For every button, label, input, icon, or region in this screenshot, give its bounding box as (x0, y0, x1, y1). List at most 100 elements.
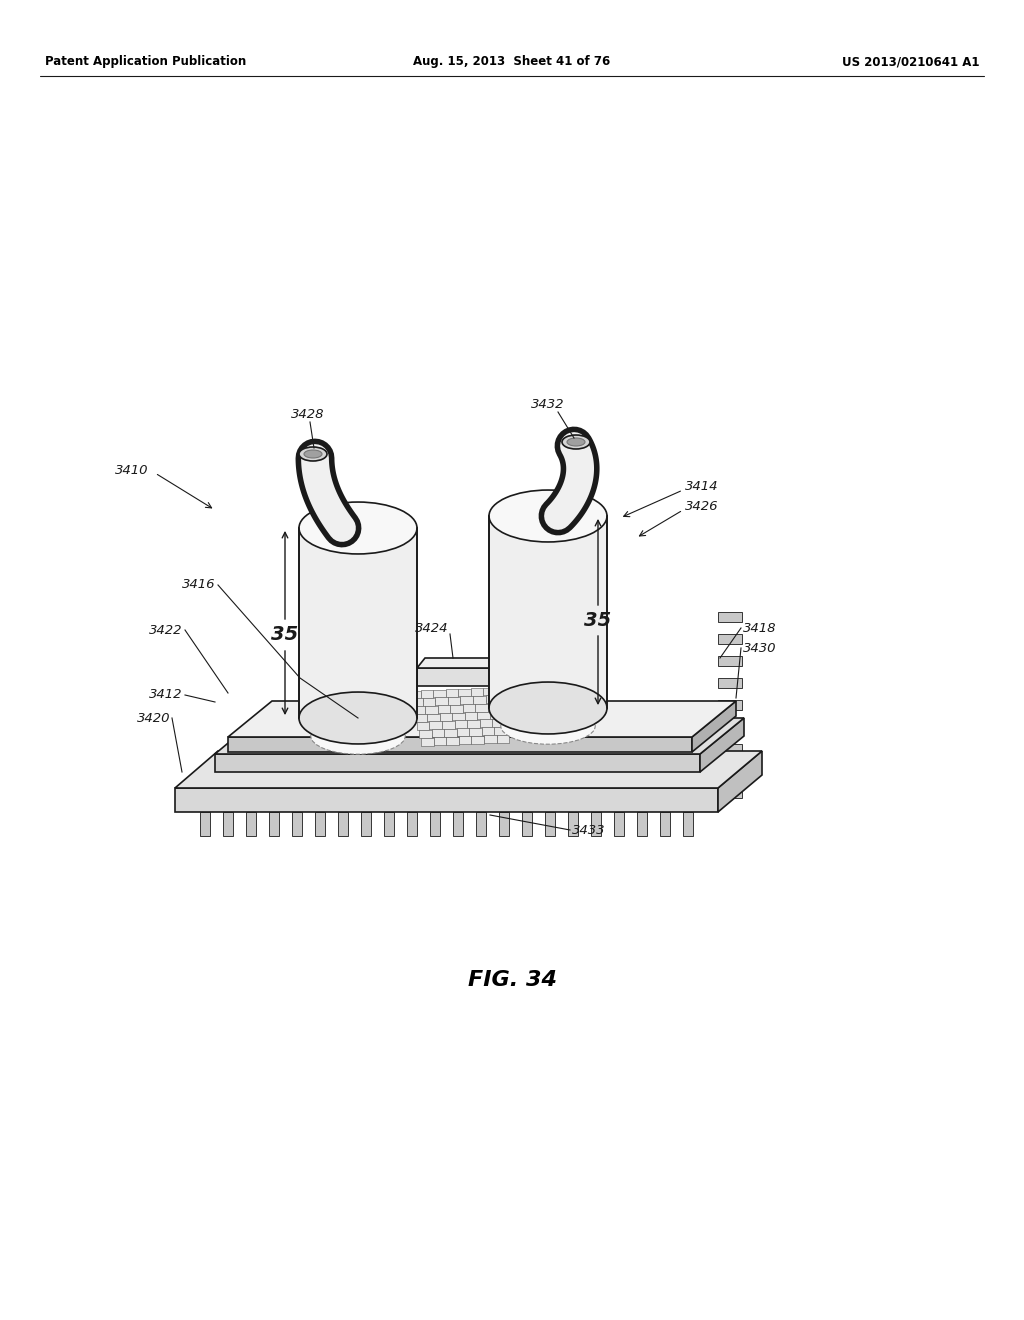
Text: 3412: 3412 (148, 689, 182, 701)
Polygon shape (495, 727, 507, 735)
Polygon shape (637, 812, 647, 836)
Polygon shape (591, 812, 601, 836)
Polygon shape (453, 812, 463, 836)
Text: 3424: 3424 (416, 622, 449, 635)
Polygon shape (467, 719, 479, 727)
Polygon shape (459, 689, 471, 697)
Ellipse shape (562, 436, 590, 449)
Ellipse shape (489, 490, 607, 543)
Polygon shape (175, 751, 762, 788)
Text: 3433: 3433 (572, 824, 605, 837)
Polygon shape (338, 812, 348, 836)
Polygon shape (568, 812, 578, 836)
Polygon shape (246, 812, 256, 836)
Polygon shape (415, 714, 427, 722)
Polygon shape (499, 812, 509, 836)
Polygon shape (215, 754, 700, 772)
Polygon shape (421, 738, 434, 746)
Polygon shape (482, 727, 495, 735)
Polygon shape (175, 788, 718, 812)
Polygon shape (223, 812, 233, 836)
Polygon shape (692, 701, 736, 752)
Polygon shape (413, 706, 425, 714)
Polygon shape (489, 516, 607, 708)
Polygon shape (484, 735, 497, 743)
Polygon shape (427, 714, 439, 722)
Text: 35: 35 (585, 610, 611, 630)
Polygon shape (437, 705, 451, 713)
Polygon shape (718, 612, 742, 622)
Polygon shape (446, 737, 459, 744)
Polygon shape (487, 704, 501, 711)
Polygon shape (718, 678, 742, 688)
Polygon shape (718, 744, 742, 754)
Polygon shape (430, 812, 440, 836)
Polygon shape (463, 704, 475, 711)
Polygon shape (465, 711, 477, 719)
Polygon shape (497, 735, 509, 742)
Polygon shape (444, 729, 457, 737)
Polygon shape (429, 722, 442, 729)
Polygon shape (228, 737, 692, 752)
Text: 3410: 3410 (115, 463, 148, 477)
Polygon shape (451, 705, 463, 713)
Polygon shape (660, 812, 670, 836)
Text: 3422: 3422 (148, 623, 182, 636)
Ellipse shape (299, 692, 417, 744)
Polygon shape (299, 528, 417, 718)
Polygon shape (215, 718, 744, 754)
Text: 3418: 3418 (743, 622, 776, 635)
Polygon shape (459, 737, 471, 744)
Text: FIG. 34: FIG. 34 (468, 970, 556, 990)
Polygon shape (455, 721, 467, 729)
Polygon shape (361, 812, 371, 836)
Polygon shape (471, 735, 484, 743)
Text: Patent Application Publication: Patent Application Publication (45, 55, 246, 69)
Polygon shape (425, 706, 437, 714)
Polygon shape (700, 718, 744, 772)
Polygon shape (479, 719, 493, 727)
Ellipse shape (489, 682, 607, 734)
Ellipse shape (501, 708, 595, 744)
Polygon shape (445, 689, 459, 697)
Polygon shape (471, 688, 483, 696)
Ellipse shape (489, 682, 607, 734)
Polygon shape (545, 812, 555, 836)
Text: 3428: 3428 (291, 408, 325, 421)
Polygon shape (614, 812, 624, 836)
Polygon shape (493, 719, 505, 727)
Text: 3414: 3414 (685, 479, 719, 492)
Polygon shape (483, 688, 496, 696)
Ellipse shape (311, 718, 406, 754)
Polygon shape (475, 704, 487, 711)
Polygon shape (442, 721, 455, 729)
Polygon shape (433, 689, 445, 697)
Ellipse shape (299, 692, 417, 744)
Polygon shape (683, 812, 693, 836)
Polygon shape (718, 766, 742, 776)
Polygon shape (476, 812, 486, 836)
Polygon shape (435, 697, 447, 705)
Polygon shape (522, 812, 532, 836)
Polygon shape (417, 657, 498, 668)
Polygon shape (431, 729, 444, 737)
Polygon shape (292, 812, 302, 836)
Polygon shape (423, 698, 435, 706)
Text: US 2013/0210641 A1: US 2013/0210641 A1 (843, 55, 980, 69)
Polygon shape (718, 656, 742, 667)
Polygon shape (315, 812, 325, 836)
Polygon shape (490, 711, 503, 719)
Polygon shape (384, 812, 394, 836)
Polygon shape (718, 634, 742, 644)
Polygon shape (200, 812, 210, 836)
Polygon shape (417, 722, 429, 730)
Polygon shape (477, 711, 490, 719)
Polygon shape (485, 696, 499, 704)
Polygon shape (453, 713, 465, 721)
Text: 3420: 3420 (136, 711, 170, 725)
Polygon shape (469, 727, 482, 735)
Ellipse shape (299, 447, 327, 461)
Polygon shape (434, 737, 446, 744)
Text: 3426: 3426 (685, 499, 719, 512)
Polygon shape (718, 700, 742, 710)
